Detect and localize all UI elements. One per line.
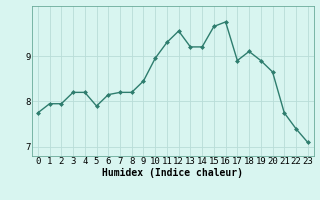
X-axis label: Humidex (Indice chaleur): Humidex (Indice chaleur) (102, 168, 243, 178)
